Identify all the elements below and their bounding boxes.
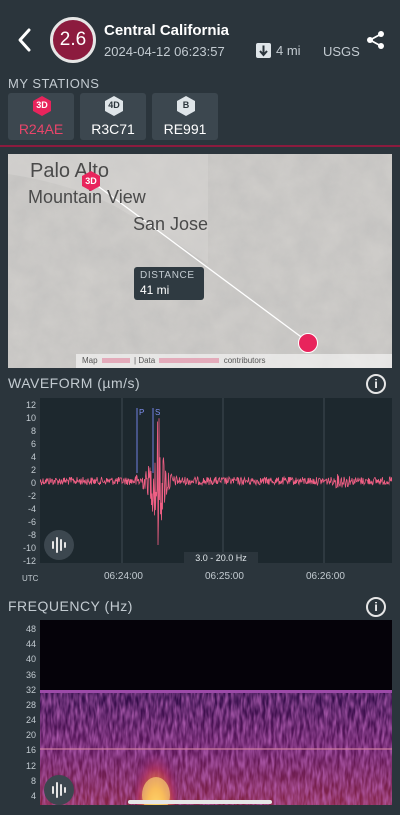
x-tick: 06:24:00	[104, 571, 143, 582]
y-tick: 32	[25, 684, 36, 695]
event-depth: 4 mi	[256, 43, 301, 58]
back-chevron-icon[interactable]	[14, 26, 36, 54]
y-tick: 6	[30, 439, 36, 449]
y-tick: 10	[25, 413, 36, 423]
event-header: 2.6 Central California 2024-04-12 06:23:…	[0, 0, 400, 74]
y-tick: 4	[30, 791, 36, 801]
station-code: R24AE	[18, 121, 64, 137]
audio-spectrogram-button[interactable]	[44, 775, 74, 805]
sound-wave-icon	[52, 537, 66, 553]
map-view[interactable]: Palo Alto Mountain View San Jose 3D DIST…	[8, 154, 392, 368]
y-tick: -12	[22, 556, 36, 566]
audio-waveform-button[interactable]	[44, 530, 74, 560]
y-tick: 12	[25, 400, 36, 410]
y-tick: -10	[22, 543, 36, 553]
distance-tooltip: DISTANCE 41 mi	[134, 267, 204, 300]
home-indicator[interactable]	[128, 800, 272, 804]
epicenter-marker[interactable]	[298, 333, 318, 353]
distance-value: 41 mi	[140, 283, 170, 297]
waveform-line	[40, 418, 392, 546]
y-tick: 36	[25, 669, 36, 680]
event-title: Central California	[104, 22, 230, 39]
x-tick: 06:25:00	[205, 571, 244, 582]
waveform-plot[interactable]: P S	[40, 398, 392, 563]
frequency-info-icon[interactable]: i	[366, 597, 386, 617]
map-attribution[interactable]: Map | Data contributors	[76, 354, 392, 368]
y-tick: 2	[30, 465, 36, 475]
station-tab-re991[interactable]: B RE991	[152, 93, 218, 140]
station-marker[interactable]: 3D	[81, 171, 101, 191]
y-tick: 20	[25, 730, 36, 741]
y-tick: 0	[30, 478, 36, 488]
y-tick: 8	[30, 775, 36, 786]
x-tick: 06:26:00	[306, 571, 345, 582]
event-timestamp: 2024-04-12 06:23:57	[104, 44, 225, 59]
station-tab-r3c71[interactable]: 4D R3C71	[80, 93, 146, 140]
map-label-mountain-view: Mountain View	[28, 187, 146, 207]
station-badge: B	[176, 96, 196, 116]
y-tick: 28	[25, 699, 36, 710]
y-tick: -6	[27, 517, 36, 527]
station-code: R3C71	[91, 121, 135, 137]
frequency-title: FREQUENCY (Hz)	[8, 598, 133, 614]
y-tick: -8	[27, 530, 36, 540]
y-tick: -4	[27, 504, 36, 514]
phase-p-label: P	[139, 408, 145, 417]
spectrogram-plot[interactable]	[40, 620, 392, 805]
station-code: RE991	[163, 121, 207, 137]
map-label-san-jose: San Jose	[133, 214, 209, 234]
y-tick: 48	[25, 624, 36, 634]
spectrogram-image	[40, 690, 392, 805]
stations-label: MY STATIONS	[8, 76, 100, 91]
y-tick: 24	[25, 715, 36, 726]
share-icon[interactable]	[366, 30, 386, 50]
tab-underline	[0, 145, 400, 147]
y-tick: 16	[25, 745, 36, 756]
y-tick: 4	[30, 452, 36, 462]
y-tick: 40	[25, 654, 36, 665]
event-source: USGS	[323, 44, 360, 59]
station-badge: 4D	[104, 96, 124, 116]
sound-wave-icon	[52, 782, 66, 798]
y-tick: -2	[27, 491, 36, 501]
down-arrow-icon	[256, 43, 271, 58]
station-tab-r24ae[interactable]: 3D R24AE	[8, 93, 74, 140]
waveform-timezone: UTC	[22, 574, 39, 583]
waveform-title: WAVEFORM (µm/s)	[8, 375, 141, 391]
magnitude-badge: 2.6	[50, 17, 96, 63]
y-tick: 12	[25, 760, 36, 771]
station-tabs: 3D R24AE 4D R3C71 B RE991	[8, 93, 218, 140]
station-badge: 3D	[32, 96, 52, 116]
y-tick: 44	[25, 639, 36, 650]
depth-value: 4 mi	[276, 43, 301, 58]
distance-label: DISTANCE	[140, 270, 195, 281]
filter-band: 3.0 - 20.0 Hz	[184, 552, 258, 564]
y-tick: 8	[30, 426, 36, 436]
terrain-texture	[8, 154, 392, 368]
waveform-trace	[40, 398, 392, 563]
waveform-info-icon[interactable]: i	[366, 374, 386, 394]
phase-s-label: S	[155, 408, 161, 417]
